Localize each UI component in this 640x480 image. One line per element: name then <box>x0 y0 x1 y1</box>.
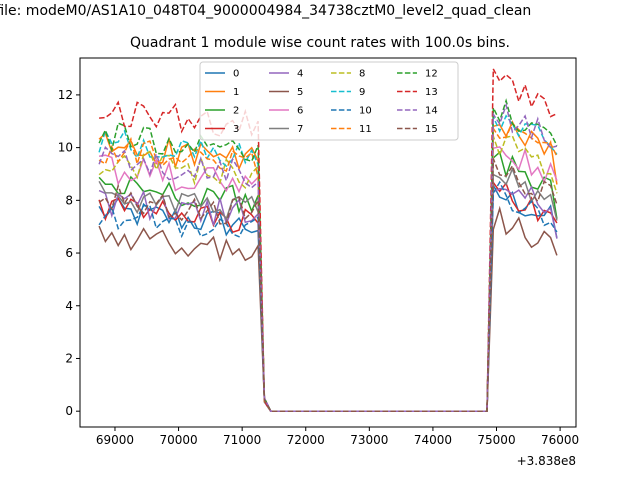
x-tick-label: 74000 <box>414 433 452 447</box>
axes-frame <box>79 57 577 428</box>
legend-label-7: 7 <box>297 124 303 135</box>
legend-label-13: 13 <box>425 87 438 98</box>
x-tick-label: 76000 <box>541 433 579 447</box>
y-tick-label: 8 <box>65 193 73 207</box>
series-line-15 <box>98 158 558 412</box>
y-axis: 0 2 4 6 8 10 12 <box>58 88 80 418</box>
chart-title: Quadrant 1 module wise count rates with … <box>130 35 510 51</box>
legend-box <box>199 61 459 141</box>
legend-label-6: 6 <box>297 106 303 117</box>
legend-label-14: 14 <box>425 106 438 117</box>
legend-label-10: 10 <box>359 106 372 117</box>
figure-suptitle: n file: modeM0/AS1A10_048T04_9000004984_… <box>0 3 532 19</box>
legend-label-12: 12 <box>425 69 438 80</box>
x-axis: 69000 70000 71000 72000 73000 74000 75000 76000 <box>96 427 579 447</box>
series-lines <box>98 68 558 412</box>
legend-label-3: 3 <box>233 124 239 135</box>
x-tick-label: 71000 <box>223 433 261 447</box>
legend-label-8: 8 <box>359 69 365 80</box>
x-tick-label: 73000 <box>350 433 388 447</box>
legend-label-11: 11 <box>359 124 372 135</box>
legend-label-0: 0 <box>233 69 239 80</box>
y-tick-label: 4 <box>65 299 73 313</box>
y-tick-label: 0 <box>65 404 73 418</box>
legend-label-15: 15 <box>425 124 438 135</box>
legend-label-9: 9 <box>359 87 365 98</box>
legend-label-1: 1 <box>233 87 239 98</box>
legend-label-4: 4 <box>297 69 303 80</box>
x-tick-label: 70000 <box>159 433 197 447</box>
legend-label-2: 2 <box>233 106 239 117</box>
y-tick-label: 12 <box>58 88 73 102</box>
x-tick-label: 69000 <box>96 433 134 447</box>
legend-label-5: 5 <box>297 87 303 98</box>
x-axis-offset-text: +3.838e8 <box>517 454 576 468</box>
y-tick-label: 2 <box>65 351 73 365</box>
x-tick-label: 75000 <box>477 433 515 447</box>
y-tick-label: 6 <box>65 246 73 260</box>
y-tick-label: 10 <box>58 141 73 155</box>
x-tick-label: 72000 <box>287 433 325 447</box>
